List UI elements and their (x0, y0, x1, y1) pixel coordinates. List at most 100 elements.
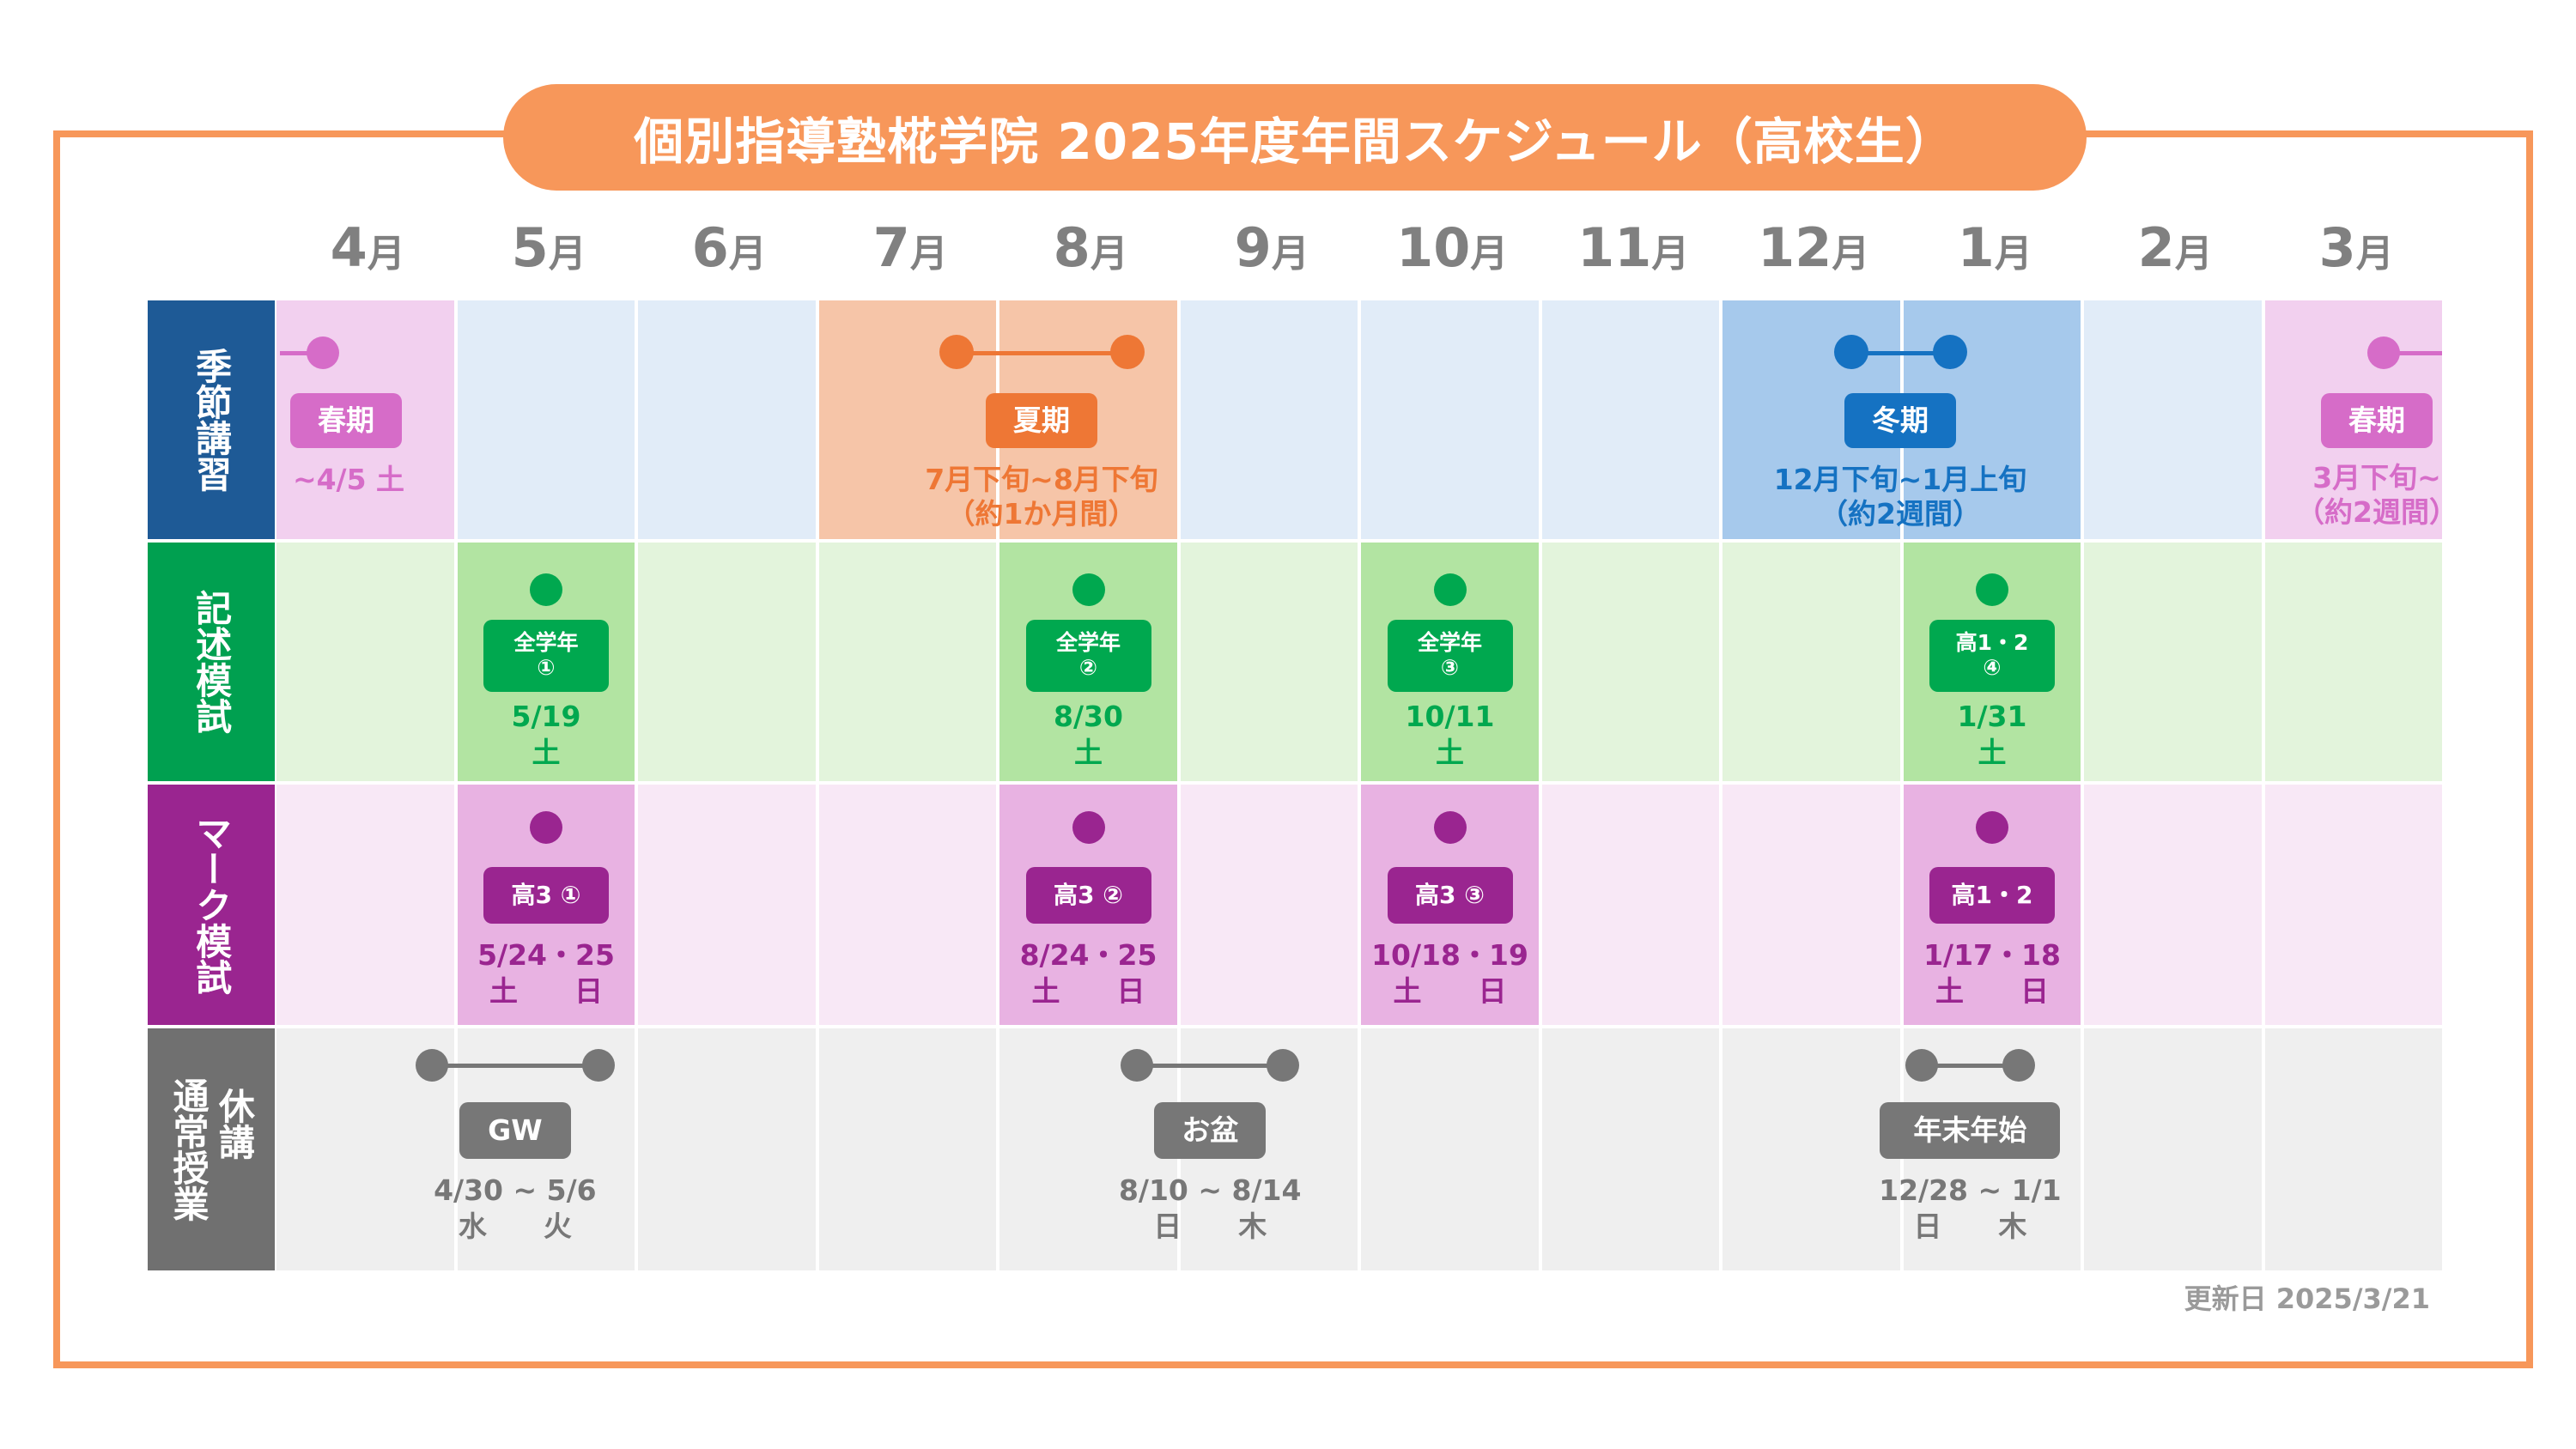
month-unit: 月 (1090, 232, 1128, 276)
row-label-mark: マーク模試 (148, 785, 275, 1025)
spring-start-badge: 春期 (290, 393, 402, 448)
month-unit: 月 (1832, 232, 1870, 276)
winter-line (1850, 351, 1950, 355)
month-unit: 月 (1271, 232, 1309, 276)
month-number: 2 (2137, 216, 2175, 279)
holiday-badge: お盆 (1154, 1102, 1267, 1159)
written-exam-badge-line1: 全学年 (513, 630, 579, 656)
written-exam-date: 1/31 土 (1957, 700, 2027, 770)
mark-exam-date: 5/24・25 土 日 (477, 938, 615, 1009)
page-title: 個別指導塾椛学院 2025年度年間スケジュール（高校生） (503, 84, 2087, 191)
holiday-line (1921, 1064, 2020, 1068)
mark-exam-badge: 高3 ① (483, 867, 609, 924)
month-label-12: 3月 (2266, 216, 2447, 279)
month-unit: 月 (548, 232, 586, 276)
written-exam-date: 8/30 土 (1054, 700, 1123, 770)
month-unit: 月 (1994, 232, 2032, 276)
grid-cell (2265, 785, 2442, 1025)
holiday-dot-start (1120, 1049, 1153, 1082)
month-number: 9 (1234, 216, 1272, 279)
month-unit: 月 (2174, 232, 2213, 276)
spring-start-text: ~4/5 土 (292, 463, 405, 496)
month-number: 12 (1758, 216, 1832, 279)
month-label-3: 6月 (639, 216, 820, 279)
month-label-6: 9月 (1182, 216, 1363, 279)
mark-exam-badge: 高1・2 (1929, 867, 2055, 924)
month-label-9: 12月 (1723, 216, 1905, 279)
winter-dot-start (1834, 335, 1868, 369)
row-label-seasonal: 季節講習 (148, 300, 275, 539)
month-label-11: 2月 (2085, 216, 2266, 279)
grid-cell (2084, 543, 2262, 781)
summer-text-line2: （約1か月間） (946, 497, 1137, 530)
written-exam-dot (1433, 573, 1467, 606)
holiday-dot-start (1905, 1049, 1938, 1082)
spring-end-text-line1: 3月下旬~ (2312, 461, 2441, 494)
holiday-dot-end (1267, 1049, 1300, 1082)
written-exam-badge: 高1・2 ④ (1929, 620, 2055, 692)
spring-end-dot (2367, 336, 2400, 369)
mark-exam-badge: 高3 ② (1025, 867, 1151, 924)
mark-exam-date: 1/17・18 土 日 (1923, 938, 2061, 1009)
holiday-badge: GW (459, 1102, 571, 1159)
month-number: 8 (1053, 216, 1091, 279)
grid-cell (2084, 785, 2262, 1025)
mark-exam-badge: 高3 ③ (1387, 867, 1513, 924)
spring-end-badge: 春期 (2321, 393, 2433, 448)
written-exam-badge-line2: ③ (1440, 655, 1460, 680)
written-exam-badge-line1: 全学年 (1417, 630, 1482, 656)
holiday-date: 8/10 ~ 8/14 日 木 (1118, 1173, 1302, 1244)
grid-cell (1361, 1028, 1539, 1270)
month-label-8: 11月 (1543, 216, 1724, 279)
grid-cell (276, 785, 454, 1025)
mark-exam-dot (1072, 811, 1105, 844)
month-unit: 月 (1651, 232, 1690, 276)
holiday-badge: 年末年始 (1880, 1102, 2061, 1159)
grid-cell (819, 785, 996, 1025)
month-number: 4 (330, 216, 368, 279)
month-number: 10 (1396, 216, 1471, 279)
winter-dot-end (1933, 335, 1967, 369)
winter-badge: 冬期 (1844, 393, 1956, 448)
grid-cell (638, 785, 816, 1025)
month-unit: 月 (2355, 232, 2394, 276)
month-unit: 月 (728, 232, 767, 276)
written-exam-dot (1072, 573, 1105, 606)
holiday-dot-start (416, 1049, 449, 1082)
grid-cell (2265, 1028, 2442, 1270)
written-exam-badge: 全学年 ③ (1387, 620, 1513, 692)
spring-start-dot (307, 336, 339, 369)
winter-text-line1: 12月下旬~1月上旬 (1773, 463, 2027, 496)
grid-cell (2084, 1028, 2262, 1270)
summer-dot-start (939, 335, 974, 369)
row-label-holiday: 通常授業 休講 (148, 1028, 275, 1270)
grid-cell (1542, 785, 1719, 1025)
holiday-line (1136, 1064, 1284, 1068)
grid-cell (1542, 1028, 1719, 1270)
grid-cell (819, 1028, 996, 1270)
summer-line (956, 351, 1127, 355)
grid-cell (1542, 543, 1719, 781)
month-number: 1 (1957, 216, 1995, 279)
written-exam-badge-line2: ② (1078, 655, 1098, 680)
grid-cell (276, 543, 454, 781)
month-number: 3 (2318, 216, 2356, 279)
spring-start-line (280, 351, 326, 355)
month-number: 11 (1577, 216, 1652, 279)
month-unit: 月 (367, 232, 405, 276)
mark-exam-date: 8/24・25 土 日 (1019, 938, 1157, 1009)
updated-date: 更新日 2025/3/21 (2184, 1282, 2430, 1315)
summer-dot-end (1110, 335, 1145, 369)
grid-cell (1722, 543, 1900, 781)
mark-exam-dot (1976, 811, 2008, 844)
holiday-date: 4/30 ~ 5/6 水 火 (434, 1173, 597, 1244)
holiday-line (432, 1064, 598, 1068)
summer-text-line1: 7月下旬~8月下旬 (925, 463, 1158, 496)
month-label-10: 1月 (1905, 216, 2086, 279)
month-unit: 月 (909, 232, 948, 276)
month-label-4: 7月 (820, 216, 1001, 279)
written-exam-badge-line2: ① (537, 655, 556, 680)
written-exam-badge-line1: 全学年 (1055, 630, 1121, 656)
grid-cell (819, 543, 996, 781)
spring-end-text-line2: （約2週間） (2296, 495, 2458, 529)
